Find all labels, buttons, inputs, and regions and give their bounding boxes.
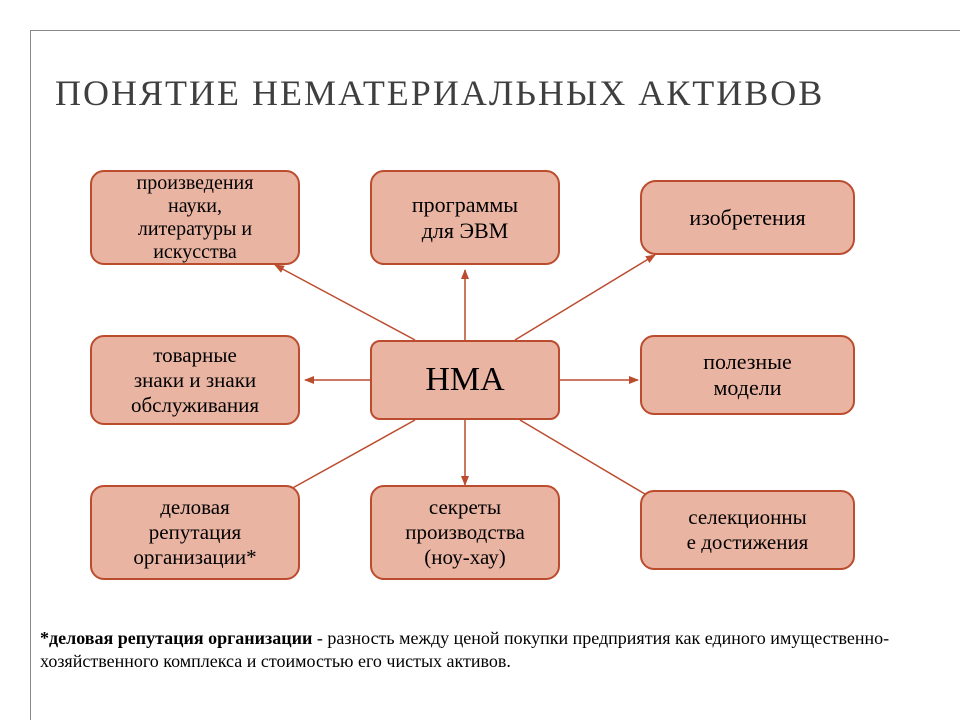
node-n4: товарные знаки и знаки обслуживания (90, 335, 300, 425)
node-n5: полезные модели (640, 335, 855, 415)
center-node-label: НМА (425, 361, 504, 399)
frame-top-line (30, 30, 960, 31)
arrow (515, 255, 655, 340)
node-n3: изобретения (640, 180, 855, 255)
footnote: *деловая репутация организации - разност… (40, 627, 920, 672)
arrow (280, 420, 415, 495)
node-label: изобретения (689, 205, 805, 231)
arrow (275, 265, 415, 340)
node-label: полезные модели (703, 349, 792, 401)
node-n7: секреты производства (ноу-хау) (370, 485, 560, 580)
frame-left-line (30, 30, 31, 720)
center-node: НМА (370, 340, 560, 420)
node-label: селекционны е достижения (687, 505, 809, 555)
node-label: произведения науки, литературы и искусст… (137, 172, 254, 264)
node-n6: деловая репутация организации* (90, 485, 300, 580)
node-n1: произведения науки, литературы и искусст… (90, 170, 300, 265)
node-label: товарные знаки и знаки обслуживания (131, 343, 259, 418)
node-label: программы для ЭВМ (412, 192, 518, 244)
footnote-bold: *деловая репутация организации (40, 628, 312, 648)
node-label: деловая репутация организации* (133, 495, 256, 570)
slide: ПОНЯТИЕ НЕМАТЕРИАЛЬНЫХ АКТИВОВ НМА произ… (0, 0, 960, 720)
slide-title: ПОНЯТИЕ НЕМАТЕРИАЛЬНЫХ АКТИВОВ (55, 72, 875, 114)
node-n2: программы для ЭВМ (370, 170, 560, 265)
node-n8: селекционны е достижения (640, 490, 855, 570)
node-label: секреты производства (ноу-хау) (405, 495, 525, 570)
